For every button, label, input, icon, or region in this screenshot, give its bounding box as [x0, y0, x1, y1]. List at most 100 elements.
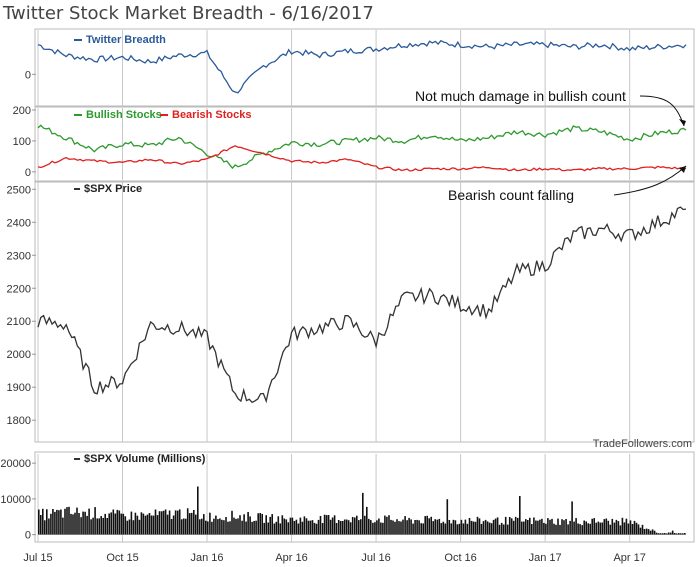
volume-bar — [160, 511, 163, 535]
volume-bar — [118, 510, 121, 535]
volume-bar — [394, 521, 396, 535]
volume-bar — [607, 520, 610, 535]
breadth-series — [37, 39, 687, 94]
volume-bar — [480, 523, 483, 535]
volume-bar — [199, 519, 201, 535]
x-tick-label: Apr 17 — [613, 552, 645, 564]
volume-bar — [88, 508, 90, 535]
volume-bar — [422, 523, 424, 535]
volume-bar — [442, 521, 445, 535]
volume-bar — [376, 520, 378, 535]
volume-bar — [667, 532, 670, 535]
volume-bar — [219, 518, 221, 535]
volume-bar — [412, 523, 414, 535]
volume-bar — [428, 518, 430, 535]
volume-bar — [307, 520, 310, 535]
volume-bar — [589, 523, 591, 535]
volume-bar — [205, 520, 207, 535]
breadth-panel-frame — [34, 28, 695, 107]
volume-bar — [128, 519, 131, 535]
volume-bar — [635, 522, 638, 535]
annotation-bullish-arrowhead — [679, 119, 686, 126]
volume-bar — [180, 519, 183, 535]
volume-bar — [386, 516, 388, 535]
volume-bar — [678, 533, 680, 535]
volume-bar — [358, 520, 360, 535]
volume-bar — [271, 514, 273, 535]
volume-bar — [52, 509, 54, 535]
volume-bar — [98, 518, 100, 535]
volume-bar — [46, 509, 48, 535]
volume-bar — [66, 507, 68, 535]
volume-bar — [231, 510, 233, 535]
volume-bar — [484, 519, 487, 535]
bull-bear-panel-frame — [34, 106, 695, 182]
volume-bar — [579, 524, 581, 535]
volume-bar — [223, 520, 225, 535]
price-legend-label: $SPX Price — [84, 183, 142, 195]
volume-bar — [508, 517, 511, 535]
volume-bar — [416, 519, 418, 535]
volume-bar — [114, 513, 117, 535]
volume-bar — [571, 501, 573, 535]
volume-bar — [285, 519, 288, 535]
volume-bar — [170, 519, 173, 535]
y-tick-label: 1800 — [7, 415, 31, 427]
volume-bar — [460, 519, 463, 535]
volume-bar — [331, 517, 334, 535]
volume-bar — [211, 521, 213, 535]
volume-bar — [178, 509, 181, 535]
volume-bar — [525, 519, 527, 535]
volume-bar — [372, 522, 374, 535]
x-tick-label: Jan 16 — [191, 552, 224, 564]
volume-bar — [502, 524, 505, 535]
volume-bar — [38, 509, 40, 535]
volume-bar — [319, 516, 322, 535]
volume-bar — [657, 533, 660, 535]
volume-bar — [62, 517, 64, 535]
volume-bar — [514, 516, 517, 535]
volume-bar — [56, 509, 58, 535]
volume-bar — [647, 529, 650, 535]
volume-bar — [396, 519, 398, 535]
volume-bar — [527, 520, 529, 535]
volume-bar — [454, 520, 457, 535]
volume-bar — [251, 521, 253, 535]
volume-bar — [207, 521, 209, 535]
volume-bar — [337, 520, 340, 535]
y-tick-label: 0 — [25, 530, 31, 542]
annotation-bearish-arrow — [613, 165, 687, 196]
volume-bar — [215, 515, 217, 535]
volume-bar — [563, 520, 565, 535]
volume-bar — [362, 492, 364, 535]
x-tick-label: Apr 16 — [275, 552, 307, 564]
volume-bar — [535, 520, 537, 535]
volume-bar — [543, 522, 545, 535]
volume-bar — [48, 518, 50, 535]
volume-bar — [345, 519, 348, 535]
volume-bar — [476, 516, 479, 535]
volume-bar — [639, 527, 642, 535]
volume-bar — [444, 523, 447, 535]
volume-bar — [488, 522, 491, 535]
volume-bar — [323, 514, 326, 535]
volume-bar — [84, 511, 86, 535]
volume-bar — [627, 523, 630, 535]
volume-bar — [360, 519, 362, 535]
y-tick-label: 2300 — [7, 250, 31, 262]
volume-bar — [112, 509, 115, 535]
volume-bar — [341, 521, 344, 535]
volume-bar — [448, 520, 451, 535]
volume-bar — [217, 519, 219, 535]
volume-bar — [124, 516, 127, 535]
volume-bar — [559, 524, 561, 535]
watermark: TradeFollowers.com — [593, 438, 692, 450]
volume-bar — [186, 508, 189, 535]
volume-bar — [665, 533, 668, 535]
volume-bar — [482, 521, 485, 535]
volume-bar — [462, 523, 465, 535]
volume-bar — [94, 507, 96, 535]
volume-bar — [76, 507, 78, 535]
volume-bar — [669, 532, 672, 535]
volume-bar — [436, 519, 439, 535]
